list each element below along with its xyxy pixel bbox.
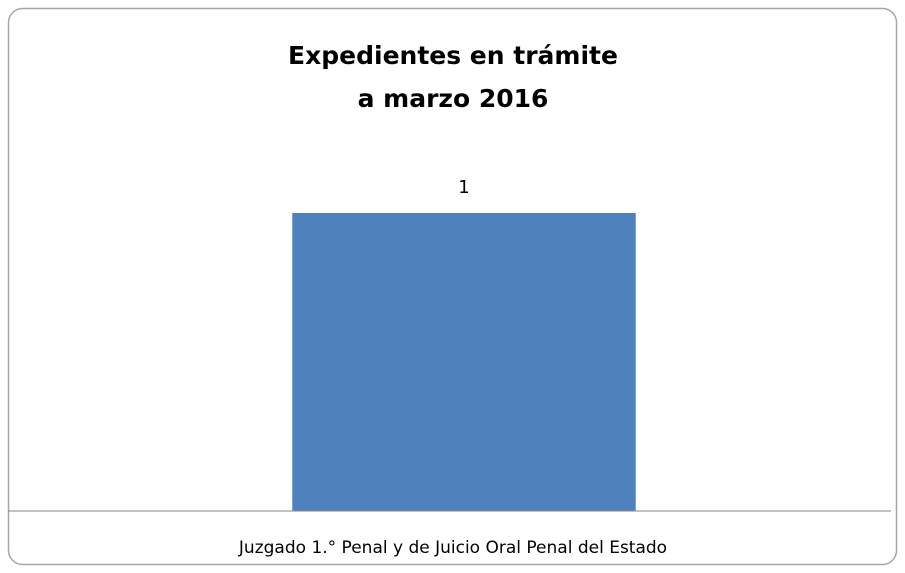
bar bbox=[292, 213, 636, 511]
chart-title: a marzo 2016 bbox=[358, 84, 549, 113]
x-tick-label: Juzgado 1.° Penal y de Juicio Oral Penal… bbox=[238, 538, 667, 558]
chart-title: Expedientes en trámite bbox=[288, 41, 618, 70]
data-label: 1 bbox=[458, 177, 469, 198]
